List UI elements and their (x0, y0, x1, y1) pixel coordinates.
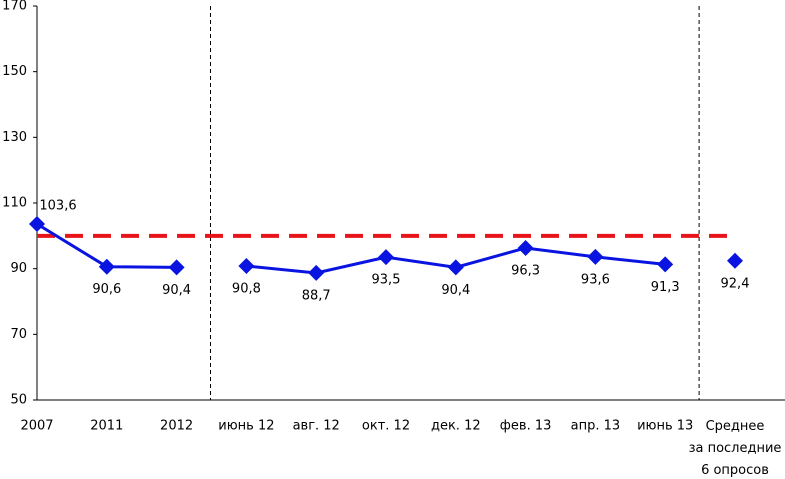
y-tick-label: 170 (2, 0, 27, 14)
marker (657, 256, 674, 273)
y-tick-label: 150 (2, 64, 27, 79)
data-label: 92,4 (721, 276, 750, 291)
data-label: 90,4 (441, 283, 470, 298)
data-label: 90,8 (232, 282, 261, 297)
data-label: 91,3 (651, 280, 680, 295)
data-label: 93,6 (581, 272, 610, 287)
marker (238, 258, 255, 275)
data-label: 93,5 (372, 273, 401, 288)
y-tick-label: 90 (10, 261, 27, 276)
x-tick-label: апр. 13 (571, 419, 621, 434)
marker (447, 259, 464, 276)
marker (378, 249, 394, 266)
data-label: 88,7 (302, 288, 331, 303)
x-tick-label: окт. 12 (362, 419, 410, 434)
marker (727, 252, 743, 269)
y-tick-label: 110 (2, 196, 27, 211)
x-tick-label: фев. 13 (500, 419, 552, 434)
marker (587, 248, 604, 265)
marker (98, 258, 115, 275)
data-label: 90,4 (162, 283, 191, 298)
marker (308, 264, 325, 281)
data-label: 90,6 (92, 282, 121, 297)
marker (29, 216, 45, 233)
x-tick-label: июнь 13 (637, 419, 693, 434)
x-tick-label: 2012 (160, 419, 193, 434)
data-label: 103,6 (39, 199, 76, 214)
x-tick-label: авг. 12 (293, 419, 340, 434)
x-tick-label: 2011 (90, 419, 123, 434)
y-tick-label: 70 (10, 327, 27, 342)
y-tick-label: 50 (10, 393, 27, 408)
y-tick-label: 130 (2, 130, 27, 145)
x-tick-label: июнь 12 (218, 419, 274, 434)
marker (517, 239, 534, 256)
x-tick-label: Среднее за последние 6 опросов (689, 419, 782, 478)
x-tick-label: 2007 (20, 419, 53, 434)
data-label: 96,3 (511, 263, 540, 278)
x-tick-label: дек. 12 (431, 419, 481, 434)
marker (168, 259, 185, 276)
